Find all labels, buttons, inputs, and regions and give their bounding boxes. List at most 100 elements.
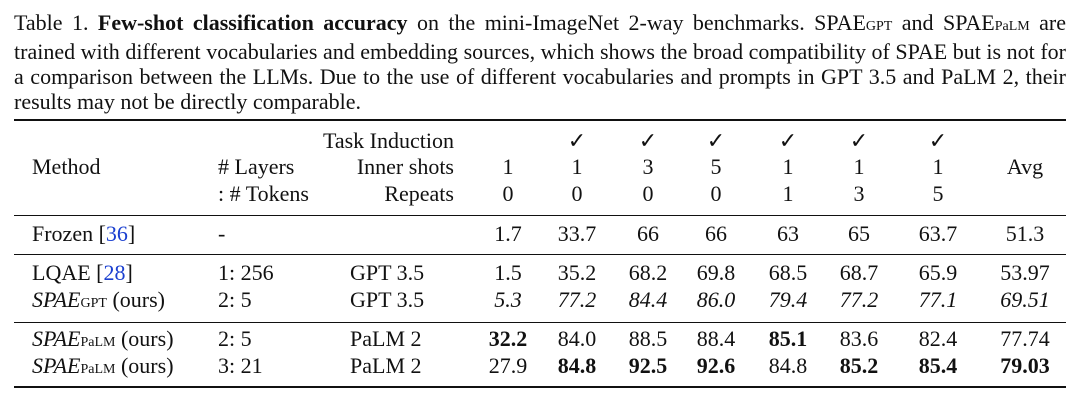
- row-value: 92.5: [628, 353, 668, 378]
- row-method: LQAE [28]: [32, 261, 133, 285]
- row-layers: 2: 5: [218, 287, 252, 312]
- method-name: LQAE [: [32, 260, 104, 285]
- row-value: 84.0: [557, 326, 597, 351]
- row-value: 65.9: [918, 260, 958, 285]
- header-method: Method: [32, 154, 101, 179]
- row-value: 27.9: [488, 353, 528, 378]
- row-layers: 2: 5: [218, 326, 252, 351]
- row-value: 68.2: [628, 260, 668, 285]
- header-repeats: Repeats: [384, 181, 454, 206]
- row-value: 83.6: [839, 326, 879, 351]
- header-repeat: 0: [571, 181, 583, 206]
- section-rule: [14, 254, 1066, 255]
- caption-subscript: PaLM: [994, 19, 1030, 34]
- header-repeat: 3: [853, 181, 865, 206]
- row-layers: 3: 21: [218, 353, 263, 378]
- row-layers: 1: 256: [218, 260, 274, 285]
- header-inner-shots: Inner shots: [356, 154, 454, 179]
- row-value: 84.8: [557, 353, 597, 378]
- row-llm: PaLM 2: [350, 353, 422, 378]
- caption-text: on the mini-ImageNet 2-way benchmarks. S…: [407, 10, 866, 35]
- row-value: 63: [777, 221, 799, 246]
- method-subscript: PaLM: [80, 362, 116, 377]
- row-value: 88.5: [628, 326, 668, 351]
- header-shots: 5: [710, 154, 722, 179]
- section-rule: [14, 322, 1066, 323]
- header-task-mark: ✓: [638, 128, 658, 153]
- header-shots: 3: [642, 154, 654, 179]
- header-repeat: 1: [782, 181, 794, 206]
- row-value: 77.1: [918, 287, 958, 312]
- table-caption: Table 1. Few-shot classification accurac…: [14, 10, 1066, 114]
- row-llm: GPT 3.5: [350, 287, 425, 312]
- row-method: Frozen [36]: [32, 222, 135, 246]
- header-task-induction: Task Induction: [322, 128, 454, 153]
- method-suffix: (ours): [106, 287, 165, 312]
- header-avg: Avg: [1006, 154, 1044, 179]
- header-shots: 1: [932, 154, 944, 179]
- method-subscript: GPT: [80, 296, 107, 311]
- top-rule: [14, 119, 1066, 121]
- row-method: SPAEPaLM (ours): [32, 354, 174, 382]
- row-value: 63.7: [918, 221, 958, 246]
- row-avg: 77.74: [1000, 326, 1050, 351]
- row-value: 68.7: [839, 260, 879, 285]
- row-value: 84.8: [768, 353, 808, 378]
- row-avg: 69.51: [1000, 287, 1050, 312]
- header-task-mark: ✓: [849, 128, 869, 153]
- row-llm: GPT 3.5: [350, 260, 425, 285]
- row-value: 33.7: [557, 221, 597, 246]
- header-task-mark: ✓: [567, 128, 587, 153]
- row-value: 1.7: [494, 221, 522, 246]
- row-value: 5.3: [494, 287, 522, 312]
- row-value: 77.2: [557, 287, 597, 312]
- row-value: 88.4: [696, 326, 736, 351]
- row-value: 86.0: [696, 287, 736, 312]
- row-value: 77.2: [839, 287, 879, 312]
- caption-text: and SPAE: [892, 10, 995, 35]
- header-shots: 1: [571, 154, 583, 179]
- row-method: SPAEGPT (ours): [32, 288, 165, 316]
- row-value: 35.2: [557, 260, 597, 285]
- header-repeat: 0: [710, 181, 722, 206]
- method-name: SPAE: [32, 353, 81, 378]
- row-value: 92.6: [696, 353, 736, 378]
- header-layers: # Layers: [218, 154, 295, 179]
- row-value: 85.2: [839, 353, 879, 378]
- method-subscript: PaLM: [80, 335, 116, 350]
- row-method: SPAEPaLM (ours): [32, 327, 174, 355]
- caption-label: Table 1.: [14, 10, 89, 35]
- method-suffix: (ours): [115, 353, 174, 378]
- header-task-mark: ✓: [778, 128, 798, 153]
- method-bracket: ]: [127, 221, 136, 246]
- caption-title: Few-shot classification accuracy: [97, 10, 408, 35]
- row-value: 79.4: [768, 287, 808, 312]
- header-shots: 1: [853, 154, 865, 179]
- citation-link[interactable]: 36: [105, 221, 128, 246]
- row-value: 69.8: [696, 260, 736, 285]
- header-repeat: 0: [502, 181, 514, 206]
- header-rule: [14, 215, 1066, 216]
- row-value: 84.4: [628, 287, 668, 312]
- row-value: 1.5: [494, 260, 522, 285]
- row-value: 85.4: [918, 353, 958, 378]
- row-layers: -: [218, 221, 226, 246]
- header-shots: 1: [782, 154, 794, 179]
- method-name: SPAE: [32, 287, 81, 312]
- header-repeat: 0: [642, 181, 654, 206]
- row-value: 85.1: [768, 326, 808, 351]
- method-name: SPAE: [32, 326, 81, 351]
- header-task-mark: ✓: [928, 128, 948, 153]
- row-value: 66: [637, 221, 659, 246]
- row-avg: 53.97: [1000, 260, 1050, 285]
- row-llm: PaLM 2: [350, 326, 422, 351]
- row-value: 65: [848, 221, 870, 246]
- row-avg: 51.3: [1005, 221, 1045, 246]
- row-avg: 79.03: [1000, 353, 1050, 378]
- citation-link[interactable]: 28: [103, 260, 126, 285]
- method-bracket: ]: [125, 260, 133, 285]
- row-value: 68.5: [768, 260, 808, 285]
- header-tokens: : # Tokens: [218, 181, 309, 206]
- header-repeat: 5: [932, 181, 944, 206]
- caption-text: are trained with different vocabularies …: [14, 10, 1067, 114]
